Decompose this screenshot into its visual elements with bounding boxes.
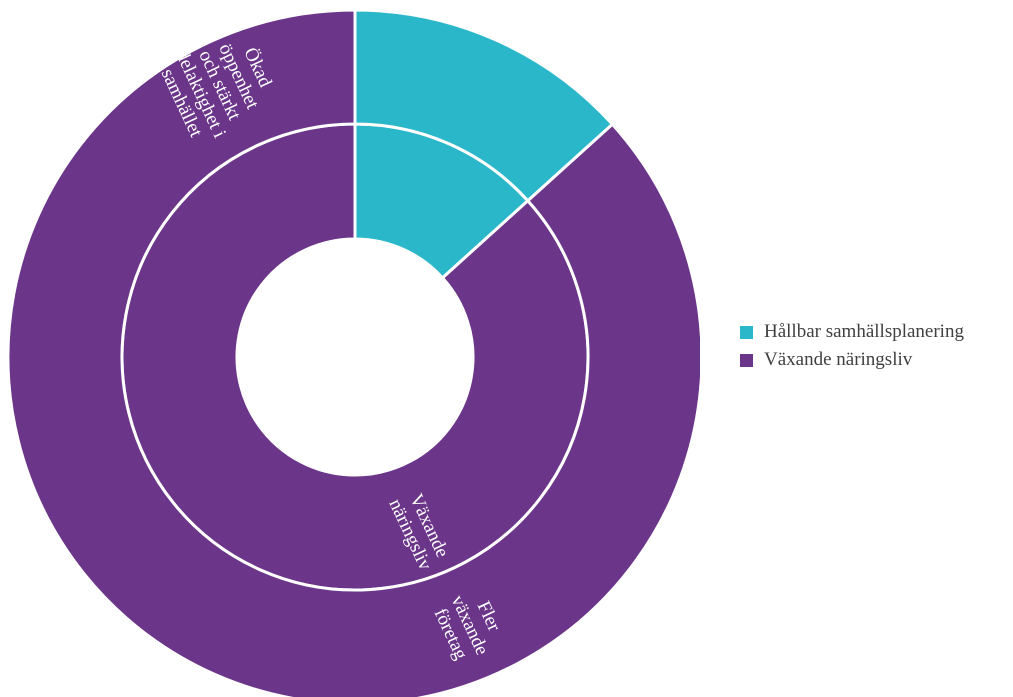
legend-label: Växande näringsliv [764,349,913,370]
legend-label: Hållbar samhällsplanering [764,321,964,342]
outer-segment-1 [6,8,700,697]
legend-swatch [740,353,753,367]
legend-item-hallbar: Hållbar samhällsplanering [740,318,964,346]
legend-swatch [740,325,753,339]
legend: Hållbar samhällsplanering Växande näring… [740,318,964,374]
legend-item-vaxande: Växande näringsliv [740,346,964,374]
